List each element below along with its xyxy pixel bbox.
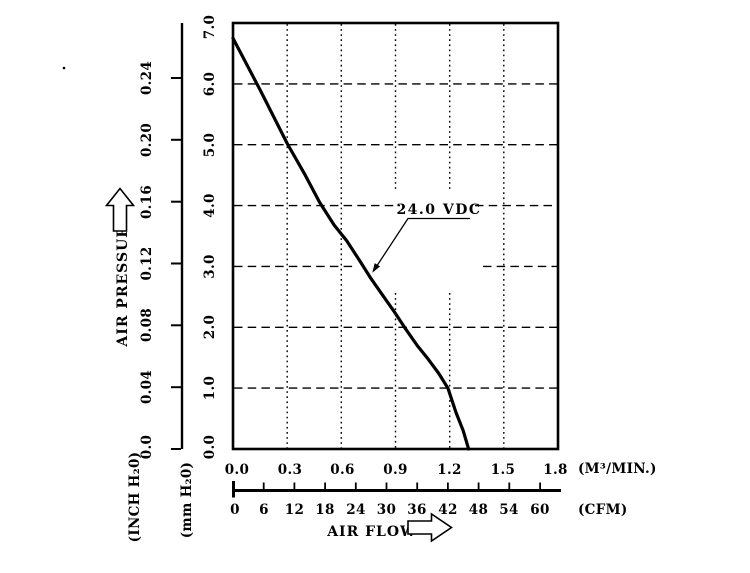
mm-tick-label: 0.0 — [202, 435, 218, 459]
cfm-unit-label: (CFM) — [578, 502, 628, 518]
inch-axis-labels: 0.0 0.04 0.08 0.12 0.16 0.20 0.24 — [139, 61, 155, 459]
cfm-tick-label: 12 — [285, 502, 304, 518]
mm-tick-label: 7.0 — [202, 15, 218, 39]
mm-tick-label: 4.0 — [202, 193, 218, 217]
inch-h2o-axis: 0.0 0.04 0.08 0.12 0.16 0.20 0.24 (INCH … — [127, 23, 184, 543]
m3min-unit-label: (M³/MIN.) — [578, 461, 657, 477]
cfm-tick-label: 30 — [377, 502, 396, 518]
mm-tick-label: 2.0 — [202, 315, 218, 339]
cfm-tick-label: 54 — [499, 502, 518, 518]
voltage-callout: 24.0 VDC — [372, 202, 481, 273]
air-pressure-title: AIR PRESSURE — [115, 213, 131, 347]
inch-tick-label: 0.04 — [139, 370, 155, 404]
up-arrow-icon — [104, 187, 136, 232]
inch-unit-label: (INCH H₂0) — [127, 452, 143, 543]
cfm-axis-labels: 0 6 12 18 24 30 36 42 48 54 60 — [230, 502, 549, 518]
cfm-axis: 0 6 12 18 24 30 36 42 48 54 60 (CFM) — [230, 481, 627, 518]
air-pressure-title-group: AIR PRESSURE — [104, 187, 136, 348]
plot-area — [231, 21, 560, 451]
m3min-axis-labels: 0.0 0.3 0.6 0.9 1.2 1.5 1.8 — [225, 462, 568, 478]
callout-leader-line — [372, 217, 470, 272]
mm-tick-label: 5.0 — [202, 133, 218, 157]
cfm-tick-label: 0 — [230, 502, 240, 518]
cfm-tick-label: 42 — [438, 502, 457, 518]
mm-axis-labels: 0.0 1.0 2.0 3.0 4.0 5.0 6.0 7.0 — [202, 15, 218, 459]
mm-tick-label: 1.0 — [202, 376, 218, 400]
air-flow-title: AIR FLOW — [326, 524, 417, 540]
inch-tick-label: 0.24 — [139, 61, 155, 95]
cfm-tick-label: 6 — [259, 502, 269, 518]
m3min-tick-label: 1.2 — [437, 462, 461, 478]
cfm-tick-label: 24 — [346, 502, 365, 518]
m3min-tick-label: 1.5 — [491, 462, 515, 478]
mm-h2o-axis: 0.0 1.0 2.0 3.0 4.0 5.0 6.0 7.0 (mm H₂0) — [179, 15, 218, 538]
voltage-label: 24.0 VDC — [396, 202, 481, 218]
cfm-tick-label: 48 — [469, 502, 488, 518]
right-arrow-icon — [407, 512, 453, 543]
inch-tick-label: 0.0 — [139, 435, 155, 459]
cfm-tick-label: 60 — [530, 502, 549, 518]
m3min-tick-label: 0.3 — [278, 462, 302, 478]
inch-axis-ticks — [171, 77, 181, 450]
m3min-tick-label: 1.8 — [543, 462, 567, 478]
cfm-tick-label: 18 — [315, 502, 334, 518]
mm-tick-label: 3.0 — [202, 254, 218, 278]
cfm-axis-ticks — [262, 482, 541, 489]
plot-border — [231, 21, 560, 451]
mm-unit-label: (mm H₂0) — [179, 462, 195, 539]
callout-arrowhead — [372, 263, 381, 273]
air-flow-title-group: AIR FLOW — [326, 512, 453, 543]
mm-tick-label: 6.0 — [202, 72, 218, 96]
cfm-tick-label: 36 — [407, 502, 426, 518]
stray-mark — [62, 66, 66, 70]
performance-curve — [231, 36, 471, 451]
vertical-gridlines — [286, 24, 505, 448]
m3min-tick-label: 0.9 — [383, 462, 407, 478]
inch-tick-label: 0.16 — [139, 185, 155, 219]
inch-tick-label: 0.20 — [139, 123, 155, 157]
horizontal-gridlines — [234, 83, 557, 389]
m3min-tick-label: 0.0 — [225, 462, 249, 478]
inch-tick-label: 0.08 — [139, 308, 155, 342]
inch-tick-label: 0.12 — [139, 246, 155, 280]
m3min-axis: 0.0 0.3 0.6 0.9 1.2 1.5 1.8 (M³/MIN.) — [225, 461, 657, 478]
m3min-tick-label: 0.6 — [330, 462, 354, 478]
